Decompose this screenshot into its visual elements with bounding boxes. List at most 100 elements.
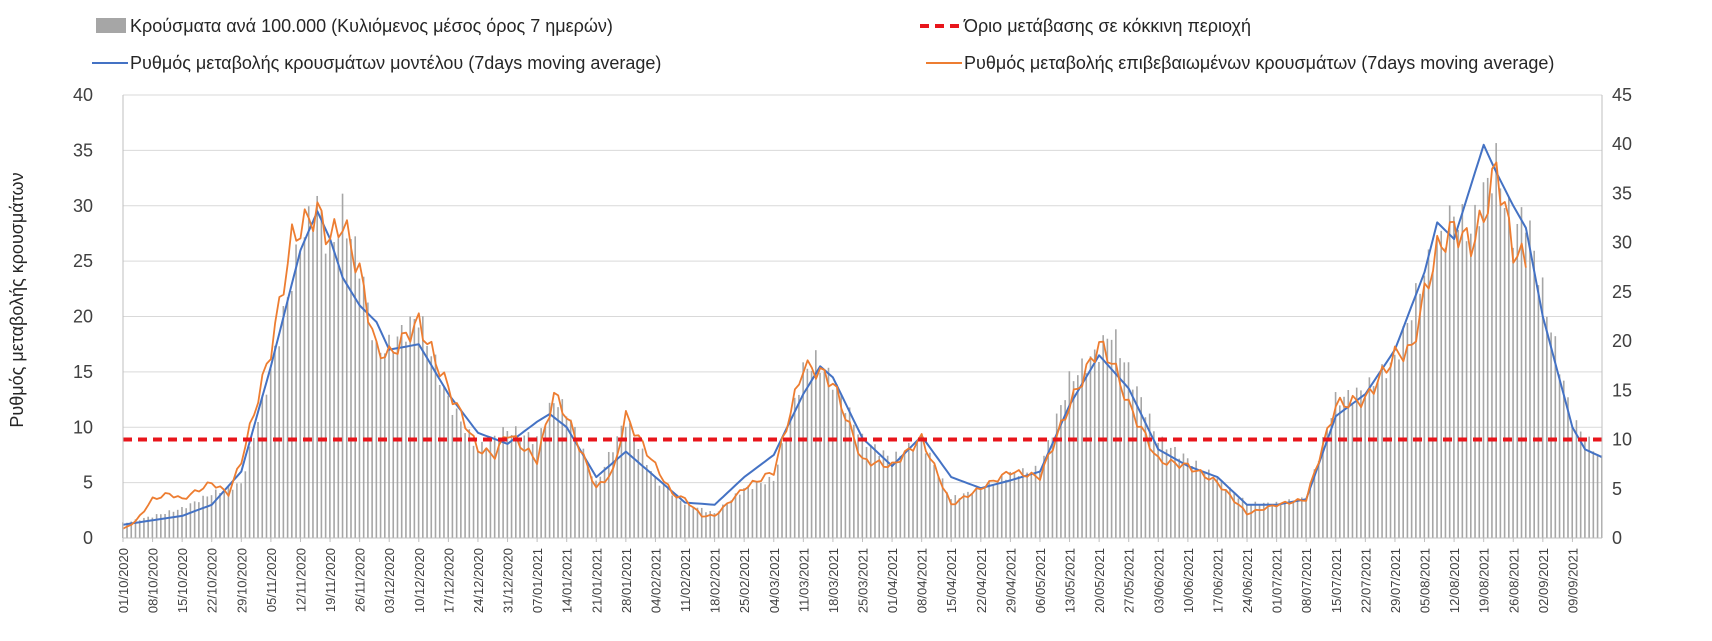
bar <box>929 452 931 538</box>
y-right-tick-label: 10 <box>1612 430 1632 450</box>
bar <box>861 433 864 538</box>
bar <box>1562 380 1565 538</box>
bar <box>223 489 226 538</box>
x-tick-label: 19/11/2020 <box>323 548 338 612</box>
bar <box>1000 475 1003 538</box>
bar <box>1398 359 1400 538</box>
bar <box>1208 469 1210 538</box>
bar <box>806 368 809 538</box>
bar <box>1444 247 1447 538</box>
bar <box>907 442 910 538</box>
bar <box>134 519 137 538</box>
bar <box>645 465 648 538</box>
bar <box>869 444 872 538</box>
bar <box>447 395 449 538</box>
x-tick-label: 15/07/2021 <box>1329 548 1344 613</box>
bar <box>912 450 914 538</box>
bar <box>565 416 568 538</box>
x-tick-label: 22/04/2021 <box>974 548 989 613</box>
bar <box>700 507 703 538</box>
bar <box>1182 453 1185 538</box>
bar <box>1022 468 1024 538</box>
x-tick-label: 12/08/2021 <box>1447 548 1462 613</box>
bar <box>1377 381 1379 538</box>
bar <box>679 500 682 538</box>
x-tick-label: 25/02/2021 <box>737 548 752 613</box>
bar <box>261 395 264 538</box>
bar <box>620 425 623 538</box>
bar <box>688 502 690 538</box>
bar <box>1381 364 1383 538</box>
bar <box>1326 430 1328 538</box>
bar <box>1085 373 1088 538</box>
bar <box>730 500 733 538</box>
bar <box>1334 392 1337 538</box>
bar <box>1516 223 1519 539</box>
bar <box>1055 413 1058 538</box>
x-tick-label: 18/02/2021 <box>708 548 723 613</box>
y-left-tick-label: 35 <box>73 140 93 160</box>
bar-series <box>122 143 1603 539</box>
bar <box>1343 396 1345 538</box>
bar <box>1013 472 1016 538</box>
bar <box>637 449 640 538</box>
y-left-tick-label: 25 <box>73 251 93 271</box>
bar <box>1360 390 1362 538</box>
bar <box>1060 405 1062 538</box>
y-left-tick-label: 10 <box>73 417 93 437</box>
bar <box>747 485 750 538</box>
x-tick-label: 14/01/2021 <box>560 548 575 613</box>
confirmed-series-line <box>122 161 1527 530</box>
bar <box>375 340 378 538</box>
bar <box>557 407 559 538</box>
y-right-tick-label: 25 <box>1612 282 1632 302</box>
bar <box>1486 177 1489 538</box>
bar <box>286 297 289 538</box>
bar <box>591 476 593 538</box>
bar <box>214 489 217 538</box>
bar <box>451 414 454 538</box>
bar <box>1220 480 1223 538</box>
x-tick-label: 15/10/2020 <box>175 548 190 613</box>
bar <box>865 446 868 538</box>
bar <box>684 504 686 538</box>
bar <box>696 507 699 538</box>
bar <box>903 452 906 538</box>
legend-bars-label: Κρούσματα ανά 100.000 (Κυλιόμενος μέσος … <box>130 16 613 36</box>
x-tick-label: 12/11/2020 <box>294 548 309 612</box>
bar <box>303 237 306 539</box>
y-right-tick-label: 45 <box>1612 85 1632 105</box>
bar <box>874 444 876 538</box>
bar <box>476 450 479 538</box>
legend-confirmed-label: Ρυθμός μεταβολής επιβεβαιωμένων κρουσμάτ… <box>964 53 1554 73</box>
bar <box>1533 250 1535 538</box>
bar <box>324 253 327 538</box>
bar <box>1199 469 1202 538</box>
bar <box>536 436 538 538</box>
bar <box>975 487 978 538</box>
bar <box>1119 358 1121 538</box>
bar <box>443 385 445 538</box>
bar <box>514 426 517 538</box>
bar <box>1140 397 1142 538</box>
bar <box>337 238 340 538</box>
bar <box>1064 400 1066 538</box>
bar <box>138 520 141 538</box>
bar <box>1123 362 1126 538</box>
bar <box>1089 356 1092 538</box>
bar <box>1136 386 1138 538</box>
bar <box>502 427 504 538</box>
gridlines <box>123 94 1602 484</box>
bar <box>1368 377 1371 538</box>
x-tick-label: 10/12/2020 <box>412 548 427 613</box>
bar <box>181 507 183 538</box>
bar <box>1153 431 1155 538</box>
bar <box>1448 205 1451 538</box>
bar <box>438 384 441 538</box>
bar <box>1482 182 1485 538</box>
bar <box>1131 389 1134 538</box>
bar <box>603 466 606 538</box>
bar <box>422 316 424 538</box>
x-tick-label: 22/10/2020 <box>205 548 220 613</box>
bar <box>1161 436 1164 538</box>
